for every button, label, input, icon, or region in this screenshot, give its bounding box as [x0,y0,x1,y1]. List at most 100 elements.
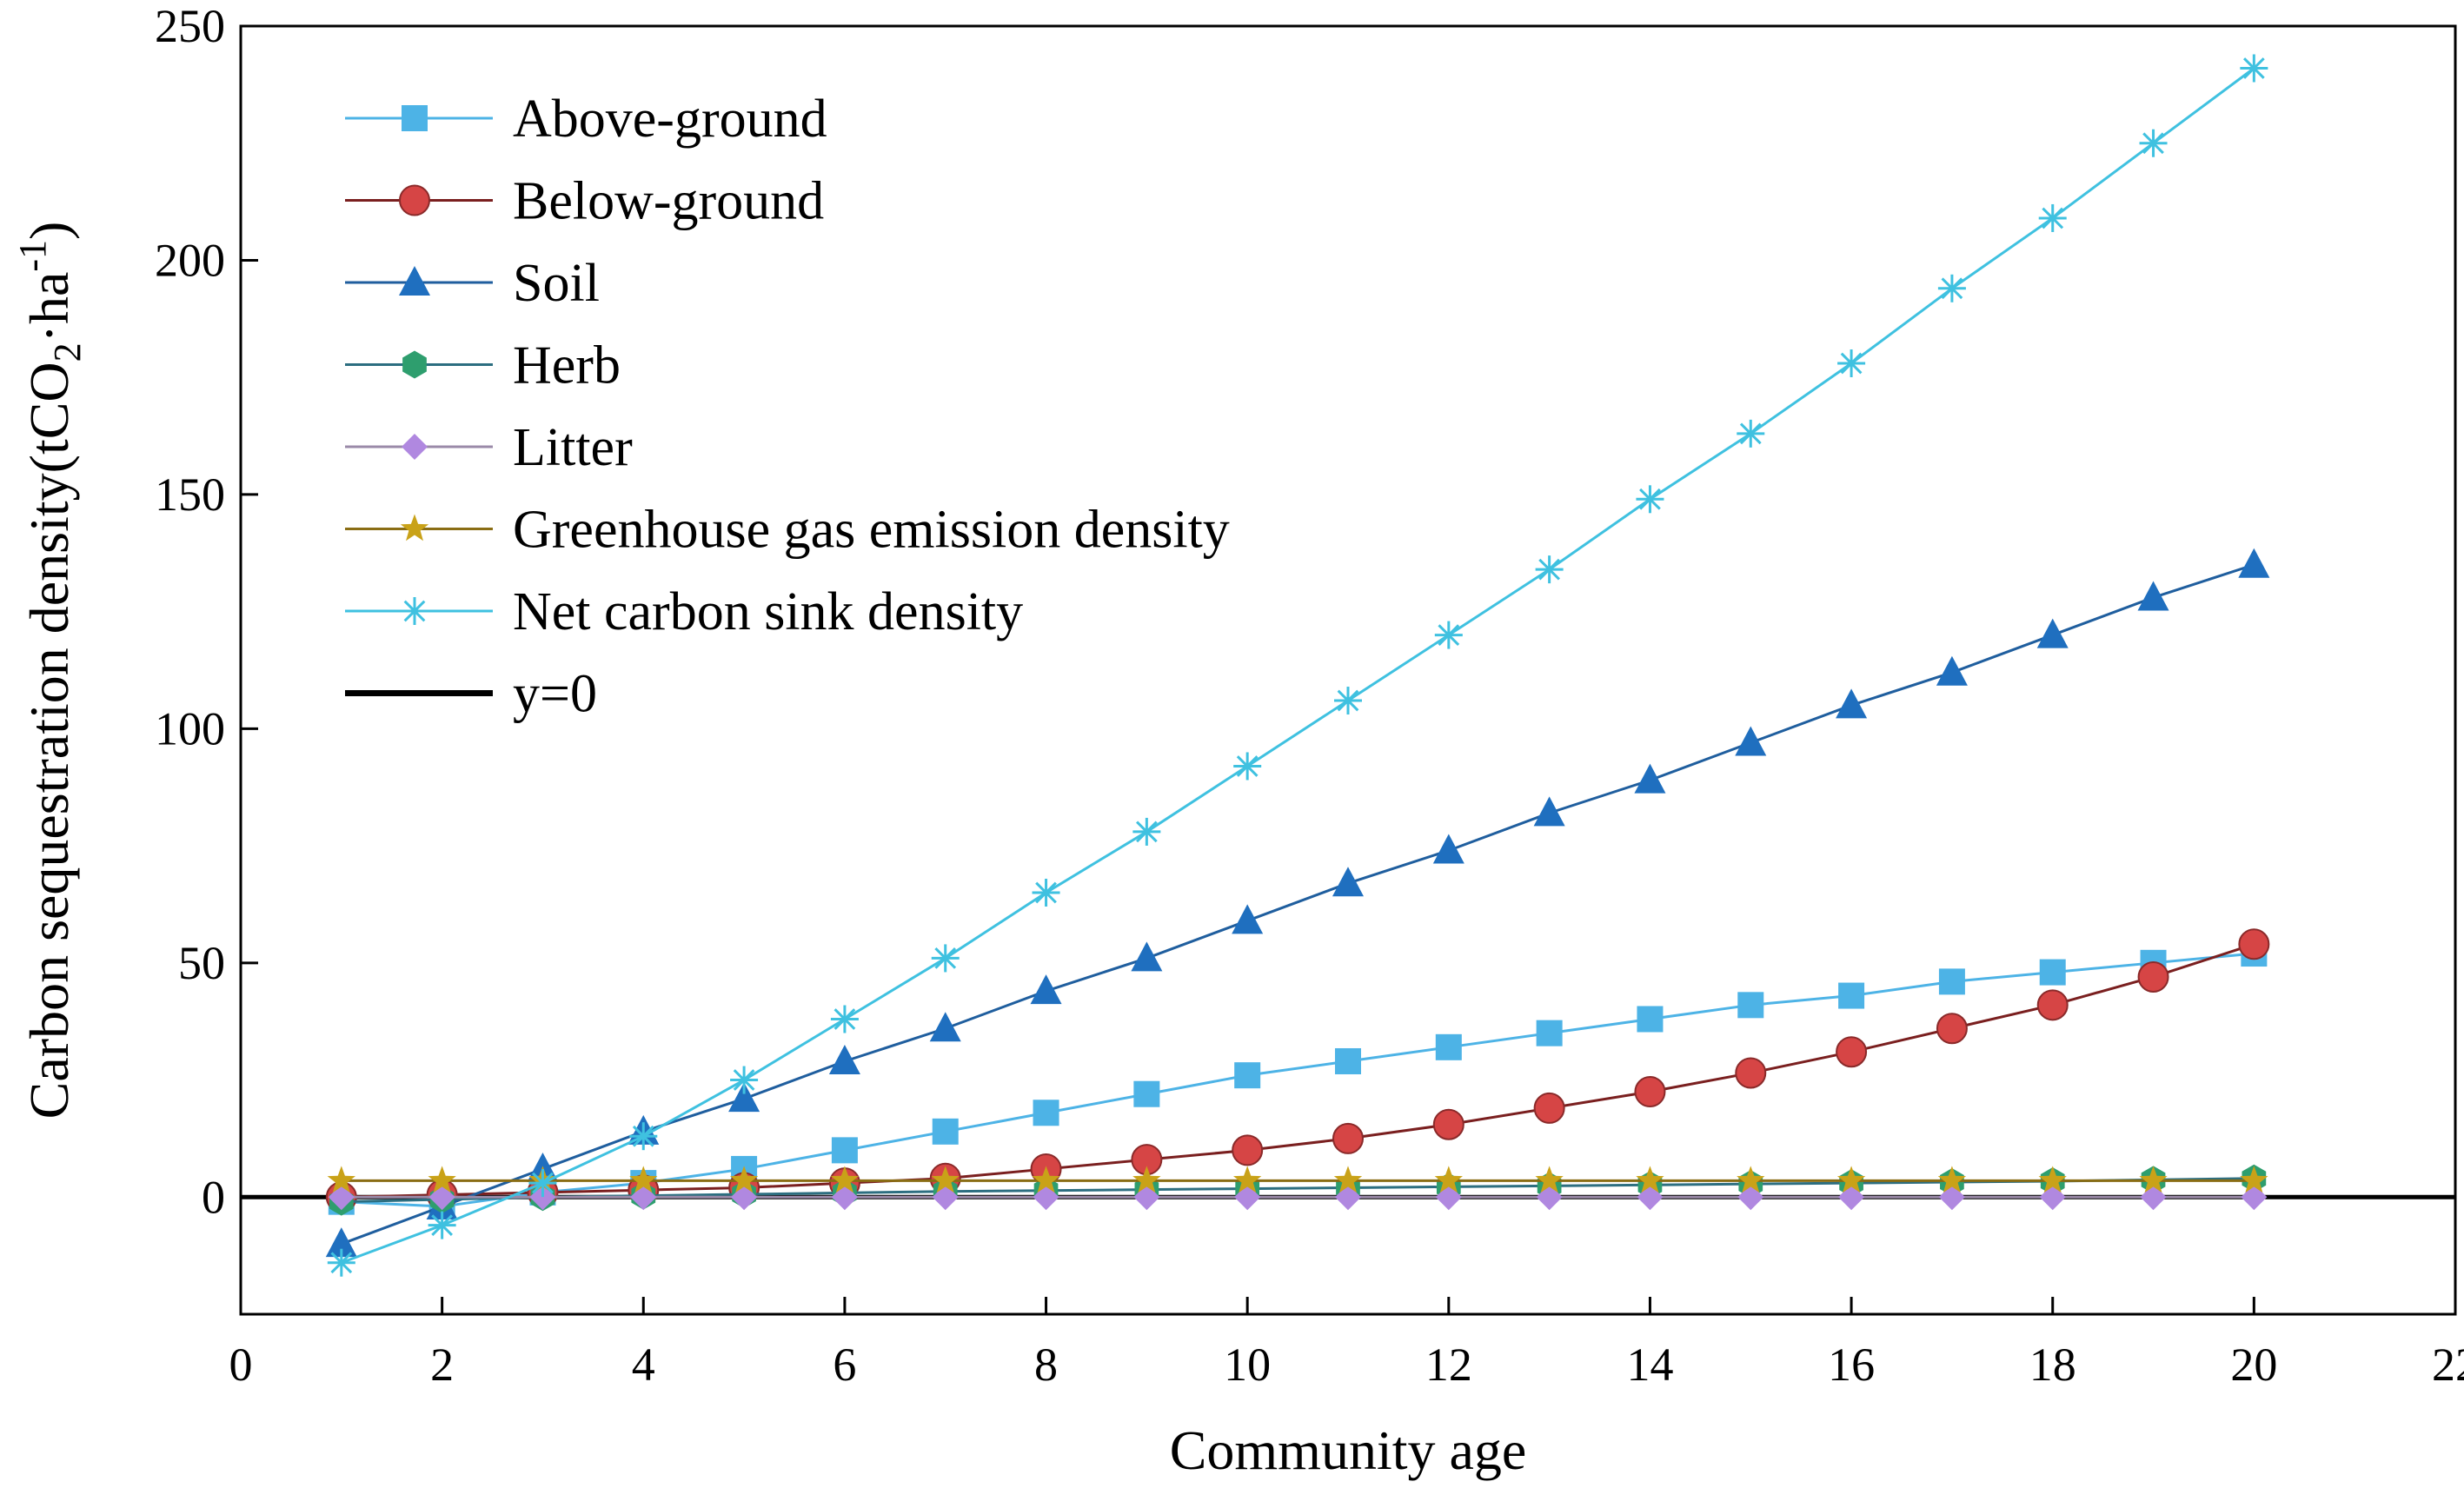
data-point [2038,203,2067,232]
data-point [1132,817,1161,846]
data-point [1636,1166,1664,1193]
data-point [1032,878,1060,907]
data-point [2240,1166,2268,1193]
data-point [2036,989,2069,1021]
series-line [341,942,2255,1199]
data-point [1332,867,1364,897]
data-point [1233,752,1262,781]
data-point [1033,1100,1059,1126]
legend-marker [401,597,428,625]
legend-label: Greenhouse gas emission density [513,501,1230,560]
x-tick-label: 10 [1224,1339,1271,1391]
legend-item-greenhouse-gas-emission-density: Greenhouse gas emission density [345,501,1230,560]
data-point [830,1166,860,1193]
data-point [1234,1062,1261,1089]
data-point [1335,1047,1361,1074]
data-point [931,1166,960,1193]
x-tick-label: 22 [2432,1339,2464,1391]
legend-label: Below-ground [513,172,824,231]
legend-item-soil: Soil [345,254,600,313]
data-point [1737,419,1765,448]
x-tick-label: 12 [1425,1339,1472,1391]
x-tick-label: 2 [430,1339,454,1391]
data-point [1938,968,1965,995]
data-point [1533,1092,1565,1124]
data-point [1837,349,1866,378]
series-line [341,67,2255,1265]
x-tick-label: 14 [1626,1339,1673,1391]
y-tick-label: 50 [178,937,225,989]
data-point [1232,904,1264,934]
data-point [1637,1006,1664,1033]
plot-frame [239,24,2457,1316]
legend-marker [402,350,427,379]
data-point [1334,687,1362,715]
data-point [1131,941,1163,972]
data-point [1232,1134,1264,1166]
data-point [1838,982,1865,1009]
data-point [1936,655,1968,686]
legend-label: Litter [513,418,633,477]
data-point [1836,1166,1866,1193]
data-point [1836,1036,1868,1068]
data-point [932,1118,959,1145]
series-group [325,54,2270,1277]
data-point [629,1166,658,1193]
data-point [428,1166,456,1193]
x-tick-label: 4 [632,1339,655,1391]
data-point [730,1066,759,1094]
legend-label: Soil [513,254,600,313]
data-point [1535,1166,1564,1193]
y-tick-label: 200 [155,234,225,286]
legend-marker [399,266,430,296]
data-point [2238,548,2270,578]
y-tick-label: 100 [155,702,225,754]
series-net-carbon-sink-density [327,54,2268,1277]
data-point [2241,1184,2268,1211]
legend-marker [402,105,428,131]
data-point [729,1166,759,1193]
data-point [1435,1033,1462,1060]
series-line [341,1177,2255,1204]
data-point [2036,618,2069,648]
legend-item-litter: Litter [345,418,633,477]
data-point [1133,1080,1160,1107]
data-point [2137,581,2169,611]
data-point [629,1122,658,1151]
data-point [728,1082,760,1113]
data-point [1836,688,1868,719]
axis-ticks: 0 2 4 6 8 10 12 14 16 18 20 22 0 50 100 150 200 250 [155,0,2464,1391]
legend-marker [400,514,429,542]
data-point [1735,726,1767,756]
data-point [931,944,960,973]
data-point [2038,1166,2067,1193]
data-point [1132,1166,1161,1193]
legend-marker [402,434,428,460]
series-soil [325,548,2270,1258]
data-point [1533,796,1565,827]
data-point [1432,834,1464,864]
data-point [1737,992,1764,1019]
data-point [2240,54,2268,83]
legend-item-above-ground: Above-ground [345,90,827,149]
data-point [1030,974,1062,1005]
legend-item-below-ground: Below-ground [345,172,824,231]
data-point [1636,485,1664,514]
y-tick-label: 150 [155,468,225,521]
data-point [2039,959,2066,986]
data-point [2238,928,2270,960]
data-point [1434,621,1463,649]
data-point [1937,1166,1967,1193]
x-axis-title: Community age [1170,1419,1527,1481]
legend-item-y-0: y=0 [345,665,597,724]
legend-label: Net carbon sink density [513,582,1023,641]
data-point [2137,960,2169,993]
legend-label: Herb [513,336,621,395]
data-point [1936,1013,1968,1045]
data-point [828,1044,860,1074]
data-point [1032,1166,1060,1193]
legend-item-net-carbon-sink-density: Net carbon sink density [345,582,1023,641]
data-point [1937,274,1966,302]
data-point [929,1012,961,1042]
